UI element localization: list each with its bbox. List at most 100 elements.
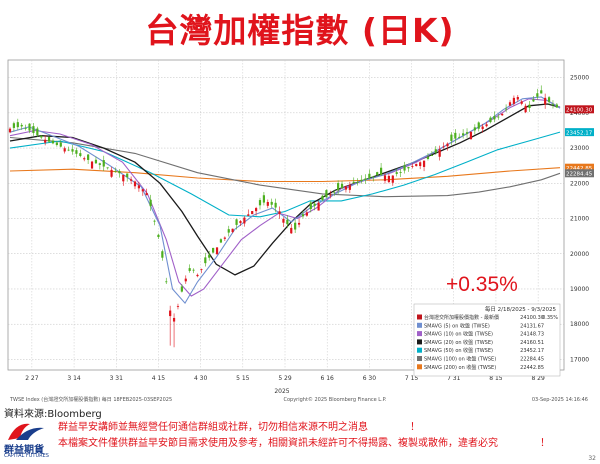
candle-body: [184, 278, 187, 282]
candle: [489, 116, 492, 124]
tag-text: 22284.45: [566, 172, 593, 178]
candle-body: [321, 195, 324, 201]
candle-body: [161, 251, 164, 258]
candle: [477, 121, 480, 132]
candle-body: [165, 281, 168, 283]
candle: [360, 175, 363, 184]
candle: [126, 173, 129, 182]
candle: [40, 135, 43, 139]
candle-body: [251, 211, 254, 215]
x-tick-label: 5 29: [278, 375, 292, 382]
logo-subtitle: CAPITAL FUTURES: [4, 453, 49, 459]
x-tick-label: 5 15: [236, 375, 250, 382]
year-label: 2025: [274, 388, 289, 395]
candle-body: [90, 161, 94, 169]
candle-body: [348, 184, 351, 190]
candle-body: [497, 116, 500, 118]
candle: [215, 247, 219, 255]
candle-body: [243, 217, 246, 224]
legend-value: 22284.45: [520, 357, 544, 363]
company-logo: [8, 423, 44, 440]
candle-body: [434, 149, 437, 153]
candle: [547, 96, 551, 105]
candle-body: [555, 104, 558, 108]
note-line-2: 本檔案文件僅供群益早安節目需求使用及參考，相關資訊未經許可不得揭露、複製或散佈，…: [58, 436, 550, 452]
candle: [122, 174, 125, 186]
candle: [415, 163, 418, 167]
candle-body: [454, 132, 457, 139]
candle-body: [317, 202, 320, 211]
candle-body: [169, 310, 172, 317]
candle-body: [364, 178, 367, 180]
candle-body: [340, 183, 344, 189]
candle-body: [344, 186, 348, 190]
candle-body: [36, 128, 39, 136]
y-tick-label: 19000: [570, 286, 589, 293]
candle-body: [372, 176, 375, 178]
x-tick-label: 4 30: [194, 375, 208, 382]
x-tick-label: 7 15: [405, 375, 419, 382]
candle-body: [176, 306, 180, 307]
candle: [153, 219, 156, 226]
x-tick-label: 8 29: [531, 375, 545, 382]
candle-body: [516, 96, 519, 100]
candle-body: [20, 124, 23, 127]
copyright: Copyright© 2025 Bloomberg Finance L.P.: [283, 396, 386, 403]
candle: [219, 238, 223, 244]
legend-value: 22442.85: [520, 365, 544, 371]
candle-body: [407, 167, 410, 169]
chart: 2 27 3 14 3 31 4 15 4 30 5 15 5 29 6 16 6 30 7 15…: [7, 59, 594, 403]
candle: [340, 180, 344, 189]
candle-body: [551, 104, 555, 106]
legend-label: SMAVG (50) on 收盤 (TWSE): [424, 347, 493, 354]
tag-box: [565, 163, 594, 172]
candle: [16, 118, 19, 131]
candle: [352, 177, 355, 184]
candle: [20, 123, 23, 130]
last-value-tag: 22442.85: [565, 163, 594, 172]
y-tick-label: 22000: [570, 180, 589, 187]
candle: [438, 145, 441, 161]
candle: [426, 153, 430, 161]
page-title: 台灣加權指數 (日K): [145, 11, 455, 50]
candle: [391, 175, 394, 186]
candle-body: [462, 133, 465, 136]
legend-row: SMAVG (5) on 收盤 (TWSE) 24131.67: [417, 322, 544, 329]
candle-body: [485, 124, 488, 127]
legend-value: 24148.73: [520, 332, 544, 338]
candle-body: [239, 221, 242, 224]
candle-body: [192, 269, 195, 271]
tag-text: 24100.30: [566, 108, 593, 114]
tag-box: [565, 128, 594, 137]
ticker-line: TWSE Index (台灣證交所加權股價指數) 每日 18FEB2025-03…: [9, 396, 172, 403]
candle-body: [309, 202, 312, 210]
candle-body: [16, 122, 19, 128]
candle: [333, 190, 336, 197]
candle-body: [446, 143, 449, 147]
candle: [51, 138, 55, 145]
candle: [98, 162, 101, 170]
candle-body: [313, 203, 316, 206]
candle: [411, 163, 414, 169]
candle: [419, 161, 422, 170]
candle-body: [254, 208, 258, 212]
candle: [208, 250, 211, 261]
tag-box: [565, 169, 594, 178]
candle-body: [79, 153, 82, 156]
candle-body: [67, 149, 70, 151]
candle: [266, 199, 269, 209]
y-tick-label: 24000: [570, 110, 589, 117]
logo-swoosh: [8, 423, 30, 440]
candle-body: [477, 122, 480, 129]
tag-text: 22442.85: [566, 166, 593, 172]
candle: [528, 100, 531, 112]
candle-body: [481, 126, 484, 130]
candle: [94, 156, 98, 164]
candle: [305, 209, 308, 217]
legend-swatch: [417, 331, 422, 337]
candle: [520, 100, 523, 106]
candle-body: [356, 182, 359, 183]
candle-body: [399, 172, 402, 173]
candle-body: [122, 174, 125, 182]
